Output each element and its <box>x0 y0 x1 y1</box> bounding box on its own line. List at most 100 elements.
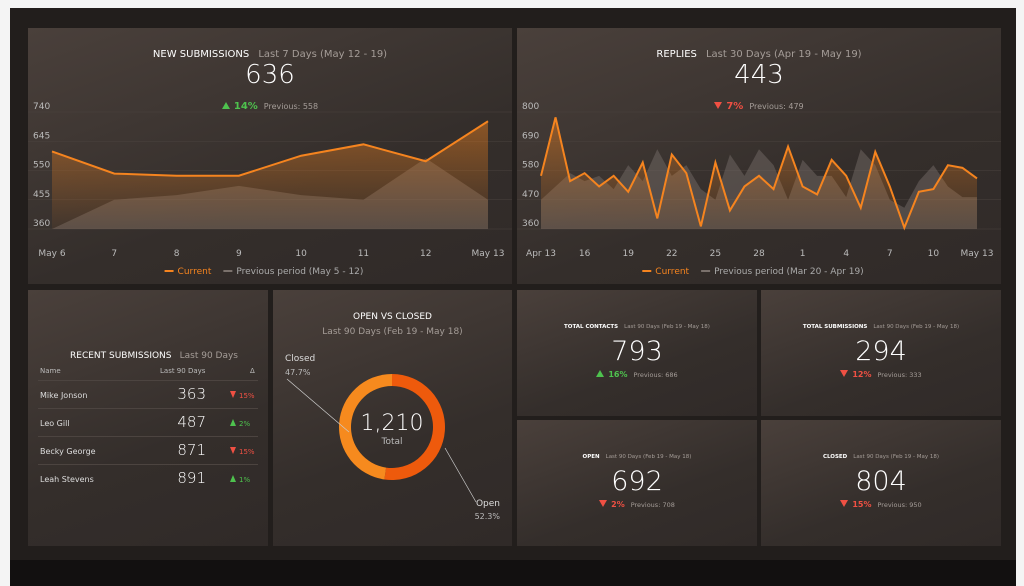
y-tick-label: 740 <box>33 102 50 112</box>
table-row: Leo Gill 487 2% <box>38 408 258 437</box>
change-cell: 15% <box>230 391 255 400</box>
kpi-header: CLOSED Last 90 Days (Feb 19 - May 18) <box>761 454 1001 460</box>
x-tick-label: 9 <box>236 249 242 259</box>
kpi-subtitle: Last 90 Days (Feb 19 - May 18) <box>624 324 710 330</box>
name-cell: Becky George <box>40 447 96 456</box>
value-cell: 871 <box>177 441 206 459</box>
y-tick-label: 550 <box>33 161 50 171</box>
title: REPLIES <box>656 49 697 60</box>
x-tick-label: May 13 <box>961 249 994 259</box>
y-tick-label: 360 <box>522 219 539 229</box>
kpi-value: 294 <box>855 336 907 367</box>
replies-panel: REPLIES Last 30 Days (Apr 19 - May 19) 4… <box>517 28 1001 284</box>
leader <box>286 378 350 433</box>
title: NEW SUBMISSIONS <box>152 49 250 60</box>
change: 2% <box>239 420 251 428</box>
x-tick-label: May 13 <box>472 249 505 259</box>
legend: Current Previous period (May 5 - 12) <box>164 267 363 277</box>
x-tick-label: 16 <box>579 249 591 259</box>
value: 636 <box>245 60 295 90</box>
kpi-change-row: 16% Previous: 686 <box>517 370 757 379</box>
kpi-change-row: 2% Previous: 708 <box>517 500 757 509</box>
change-cell: 15% <box>230 447 255 456</box>
change: 7% <box>726 101 744 112</box>
kpi-change-row: 15% Previous: 950 <box>761 500 1001 509</box>
slice-value: 52.3% <box>475 512 501 521</box>
y-tick-label: 645 <box>33 131 50 141</box>
x-tick-label: 1 <box>800 249 806 259</box>
change-row: 14% Previous: 558 <box>28 94 512 113</box>
header: RECENT SUBMISSIONS Last 90 Days <box>70 343 238 362</box>
kpi-value: 692 <box>611 466 663 497</box>
change: 15% <box>239 448 255 456</box>
x-tick-label: 4 <box>843 249 849 259</box>
kpi-previous: Previous: 950 <box>877 501 922 509</box>
line-chart: 360 455 550 645 740 May 6 7 8 9 10 11 12 May 13 Curre… <box>28 102 512 277</box>
donut-chart: 1,210 Total Closed 47.7% Open 52.3% <box>285 354 501 521</box>
slice-label: Open <box>476 499 500 509</box>
table-row: Mike Jonson 363 15% <box>38 380 258 409</box>
x-tick-label: 19 <box>622 249 634 259</box>
line <box>51 120 489 177</box>
y-tick-label: 580 <box>522 161 539 171</box>
name-cell: Mike Jonson <box>40 391 88 400</box>
legend-label: Current <box>178 267 212 277</box>
value-cell: 487 <box>177 413 206 431</box>
open-closed-panel: OPEN VS CLOSED Last 90 Days (Feb 19 - Ma… <box>273 290 512 546</box>
kpi-value: 793 <box>611 336 663 367</box>
change: 15% <box>239 392 255 400</box>
y-tick-label: 360 <box>33 219 50 229</box>
arrow <box>230 391 236 398</box>
subtitle: Last 90 Days (Feb 19 - May 18) <box>322 327 463 337</box>
x-tick-label: 12 <box>420 249 431 259</box>
kpi-title: TOTAL CONTACTS <box>564 324 619 330</box>
name-cell: Leo Gill <box>40 419 70 428</box>
arrow <box>840 370 849 377</box>
table-row: Becky George 871 15% <box>38 436 258 465</box>
area <box>52 121 488 229</box>
arrow <box>840 500 849 507</box>
kpi-change: 16% <box>608 370 628 379</box>
kpi-change: 15% <box>852 500 872 509</box>
arrow <box>221 102 230 109</box>
change: 14% <box>233 101 258 112</box>
arrow <box>714 102 723 109</box>
header: NEW SUBMISSIONS Last 7 Days (May 12 - 19… <box>28 42 512 61</box>
kpi-previous: Previous: 686 <box>633 371 678 379</box>
donut-slice <box>338 374 392 480</box>
slice-value: 47.7% <box>285 368 311 377</box>
kpi-header: TOTAL CONTACTS Last 90 Days (Feb 19 - May… <box>517 324 757 330</box>
total: 1,210 <box>361 411 424 436</box>
donut-slice <box>384 374 445 480</box>
previous: Previous: 479 <box>749 102 804 111</box>
total-caption: Total <box>380 437 402 447</box>
table-row: Leah Stevens 891 1% <box>38 464 258 493</box>
kpi-subtitle: Last 90 Days (Feb 19 - May 18) <box>873 324 960 330</box>
arrow <box>230 475 236 482</box>
recent-submissions-panel: RECENT SUBMISSIONS Last 90 Days Name Last… <box>28 290 268 546</box>
header: REPLIES Last 30 Days (Apr 19 - May 19) <box>517 42 1001 61</box>
previous: Previous: 558 <box>263 102 319 111</box>
arrow <box>599 500 608 507</box>
new-submissions-panel: NEW SUBMISSIONS Last 7 Days (May 12 - 19… <box>28 28 512 284</box>
y-tick-label: 455 <box>33 190 50 200</box>
change-row: 7% Previous: 479 <box>517 94 1001 113</box>
kpi-change: 12% <box>852 370 872 379</box>
area <box>541 117 977 229</box>
title: RECENT SUBMISSIONS <box>70 351 172 361</box>
line-chart: 360 470 580 690 800 Apr 13 16 19 22 25 28 1 4 7 10 May … <box>517 102 1001 277</box>
x-tick-label: 7 <box>887 249 893 259</box>
subtitle: Last 30 Days (Apr 19 - May 19) <box>705 49 862 60</box>
x-tick-label: 11 <box>358 249 369 259</box>
x-tick-label: 22 <box>666 249 677 259</box>
kpi-header: TOTAL SUBMISSIONS Last 90 Days (Feb 19 - … <box>761 324 1001 330</box>
value-cell: 891 <box>177 469 206 487</box>
x-tick-label: May 6 <box>38 249 65 259</box>
subtitle: Last 7 Days (May 12 - 19) <box>258 49 388 60</box>
kpi-subtitle: Last 90 Days (Feb 19 - May 18) <box>605 454 692 460</box>
change: 1% <box>239 476 251 484</box>
y-tick-label: 470 <box>522 190 539 200</box>
kpi-previous: Previous: 708 <box>630 501 675 509</box>
change-cell: 1% <box>230 475 250 484</box>
